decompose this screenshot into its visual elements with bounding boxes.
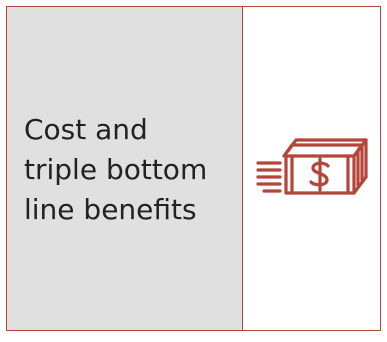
icon-panel (243, 7, 380, 330)
money-stack-icon (256, 138, 368, 195)
benefit-label: Cost and triple bottom line benefits (24, 112, 208, 226)
label-panel: Cost and triple bottom line benefits (7, 7, 243, 330)
benefit-card: Cost and triple bottom line benefits (6, 6, 381, 331)
